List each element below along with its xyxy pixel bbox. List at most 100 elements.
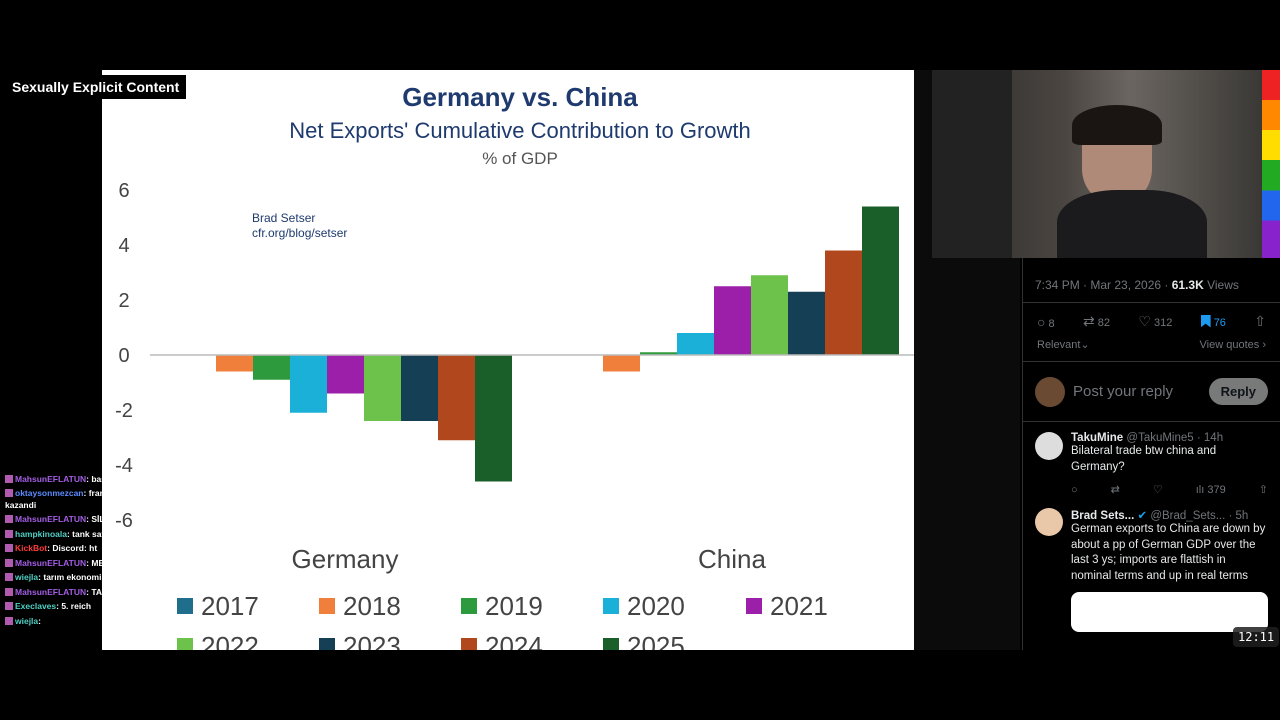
y-tick-label: -6 <box>115 510 133 532</box>
repost-action[interactable]: ⇄ 82 <box>1083 313 1110 330</box>
bar-china-2020 <box>677 333 714 355</box>
author-name[interactable]: Brad Sets... <box>1071 510 1135 523</box>
repost-icon: ⇄ <box>1082 313 1095 329</box>
chat-username[interactable]: wiejla <box>15 572 39 583</box>
legend-swatch-2023 <box>319 638 335 650</box>
chat-message: MahsunEFLATUN: başı <box>5 474 245 485</box>
y-tick-label: -4 <box>115 455 133 477</box>
bookmark-icon <box>1200 314 1211 328</box>
bookmark-action[interactable]: 76 <box>1200 314 1226 329</box>
attached-chart-image[interactable] <box>1071 592 1268 633</box>
legend-swatch-2017 <box>177 598 193 614</box>
like-action[interactable]: ♡ 312 <box>1138 313 1172 330</box>
legend-swatch-2021 <box>746 598 762 614</box>
reply-action[interactable]: ○ 8 <box>1037 314 1055 330</box>
chart-slide: Germany vs. China Net Exports' Cumulative… <box>102 70 914 650</box>
badge-icon <box>5 602 13 611</box>
chat-text: Discord: ht <box>52 543 98 554</box>
repost-icon[interactable]: ⇄ <box>1110 484 1120 497</box>
bookmark-count: 76 <box>1213 316 1226 329</box>
share-icon[interactable]: ⇧ <box>1258 484 1268 497</box>
bar-germany-2023 <box>401 355 438 421</box>
avatar <box>1035 432 1063 460</box>
reply-icon: ○ <box>1037 313 1046 330</box>
y-axis-label: % of GDP <box>482 149 558 168</box>
bar-germany-2022 <box>364 355 401 421</box>
reply-icon[interactable]: ○ <box>1071 483 1078 496</box>
legend-swatch-2018 <box>319 598 335 614</box>
author-name[interactable]: TakuMine <box>1071 432 1124 444</box>
chat-username[interactable]: MahsunEFLATUN <box>15 557 87 568</box>
chat-text: SİLA <box>91 514 111 525</box>
content-warning-badge: Sexually Explicit Content <box>5 75 187 99</box>
author-handle: @Brad_Sets... · 5h <box>1150 510 1249 523</box>
tweet-panel: 7:34 PM · Mar 23, 2026 · 61.3K Views ○ 8… <box>1022 258 1280 650</box>
chart-subtitle: Net Exports' Cumulative Contribution to … <box>289 118 751 143</box>
verified-icon: ✔ <box>1137 510 1148 523</box>
legend-swatch-2019 <box>461 598 477 614</box>
view-quotes-link[interactable]: View quotes › <box>1199 338 1266 351</box>
bar-china-2021 <box>714 286 751 355</box>
reply-count: 8 <box>1048 317 1055 330</box>
rainbow-stripe <box>1262 70 1280 258</box>
chat-text: MER <box>91 557 111 568</box>
views-label: Views <box>1203 278 1239 292</box>
tweet-actions: ○ 8 ⇄ 82 ♡ 312 76 ⇧ <box>1023 303 1280 334</box>
reply-button[interactable]: Reply <box>1208 378 1268 405</box>
bar-china-2025 <box>862 206 899 355</box>
legend-label-2023: 2023 <box>343 631 401 650</box>
chat-username[interactable]: MahsunEFLATUN <box>15 514 87 525</box>
chat-message: oktaysonmezcan: fransizlari sok etti 55 … <box>5 488 230 510</box>
badge-icon <box>5 529 13 538</box>
chat-text: tarım ekonomis <box>43 572 107 583</box>
chat-username[interactable]: wiejla <box>15 615 39 626</box>
category-label: Germany <box>292 544 399 574</box>
badge-icon <box>5 475 13 483</box>
badge-icon <box>5 544 13 553</box>
chat-username[interactable]: MahsunEFLATUN <box>15 586 87 597</box>
reply-item: TakuMine @TakuMine5 · 14h Bilateral trad… <box>1023 422 1280 504</box>
chat-text: fransizlari sok etti 55 bele... afrikali… <box>5 488 230 510</box>
chart-title: Germany vs. China <box>402 82 638 112</box>
views-count: 379 <box>1207 483 1226 496</box>
bar-germany-2020 <box>290 355 327 413</box>
chat-text: 5. reich <box>61 601 92 612</box>
views-stat[interactable]: ılı 379 <box>1195 483 1226 496</box>
y-tick-label: 2 <box>118 290 129 312</box>
y-tick-label: 0 <box>118 345 129 367</box>
sort-dropdown[interactable]: Relevant⌄ <box>1037 339 1090 351</box>
reply-text: Bilateral trade btw china and Germany? <box>1071 445 1217 473</box>
reply-sort-row: Relevant⌄ View quotes › <box>1023 334 1280 362</box>
source-url: cfr.org/blog/setser <box>252 226 347 240</box>
heart-icon[interactable]: ♡ <box>1152 484 1163 497</box>
chat-username[interactable]: hampkinoala <box>15 528 67 539</box>
legend-swatch-2022 <box>177 638 193 650</box>
badge-icon <box>5 573 13 582</box>
legend-label-2017: 2017 <box>201 591 259 621</box>
chat-message: KickBot: Discord: ht <box>5 543 245 554</box>
stream-timer: 12:11 <box>1233 627 1280 647</box>
sort-label: Relevant <box>1037 339 1081 351</box>
heart-icon: ♡ <box>1138 313 1151 329</box>
chat-message: wiejla: tarım ekonomis <box>5 572 245 583</box>
reply-text: German exports to China are down by abou… <box>1071 523 1266 582</box>
chat-username[interactable]: oktaysonmezcan <box>15 488 84 499</box>
bar-germany-2019 <box>253 355 290 380</box>
views-count: 61.3K <box>1171 278 1204 292</box>
reply-input[interactable]: Post your reply <box>1073 383 1174 400</box>
chat-overlay: MahsunEFLATUN: başı oktaysonmezcan: frans… <box>5 474 245 630</box>
legend-label-2025: 2025 <box>627 631 685 650</box>
bar-germany-2021 <box>327 355 364 394</box>
bar-germany-2024 <box>438 355 475 441</box>
chat-text: TAN <box>91 586 109 597</box>
share-icon[interactable]: ⇧ <box>1254 313 1266 329</box>
view-quotes-label: View quotes <box>1199 338 1260 351</box>
chat-message: MahsunEFLATUN: SİLA <box>5 514 245 525</box>
chat-username[interactable]: Execlaves <box>15 601 57 612</box>
chat-message: MahsunEFLATUN: MER <box>5 558 245 569</box>
chat-username[interactable]: MahsunEFLATUN <box>15 474 87 484</box>
bar-china-2022 <box>751 275 788 355</box>
legend-swatch-2025 <box>603 638 619 650</box>
chat-message: wiejla: <box>5 616 245 627</box>
chat-username[interactable]: KickBot <box>15 543 48 554</box>
